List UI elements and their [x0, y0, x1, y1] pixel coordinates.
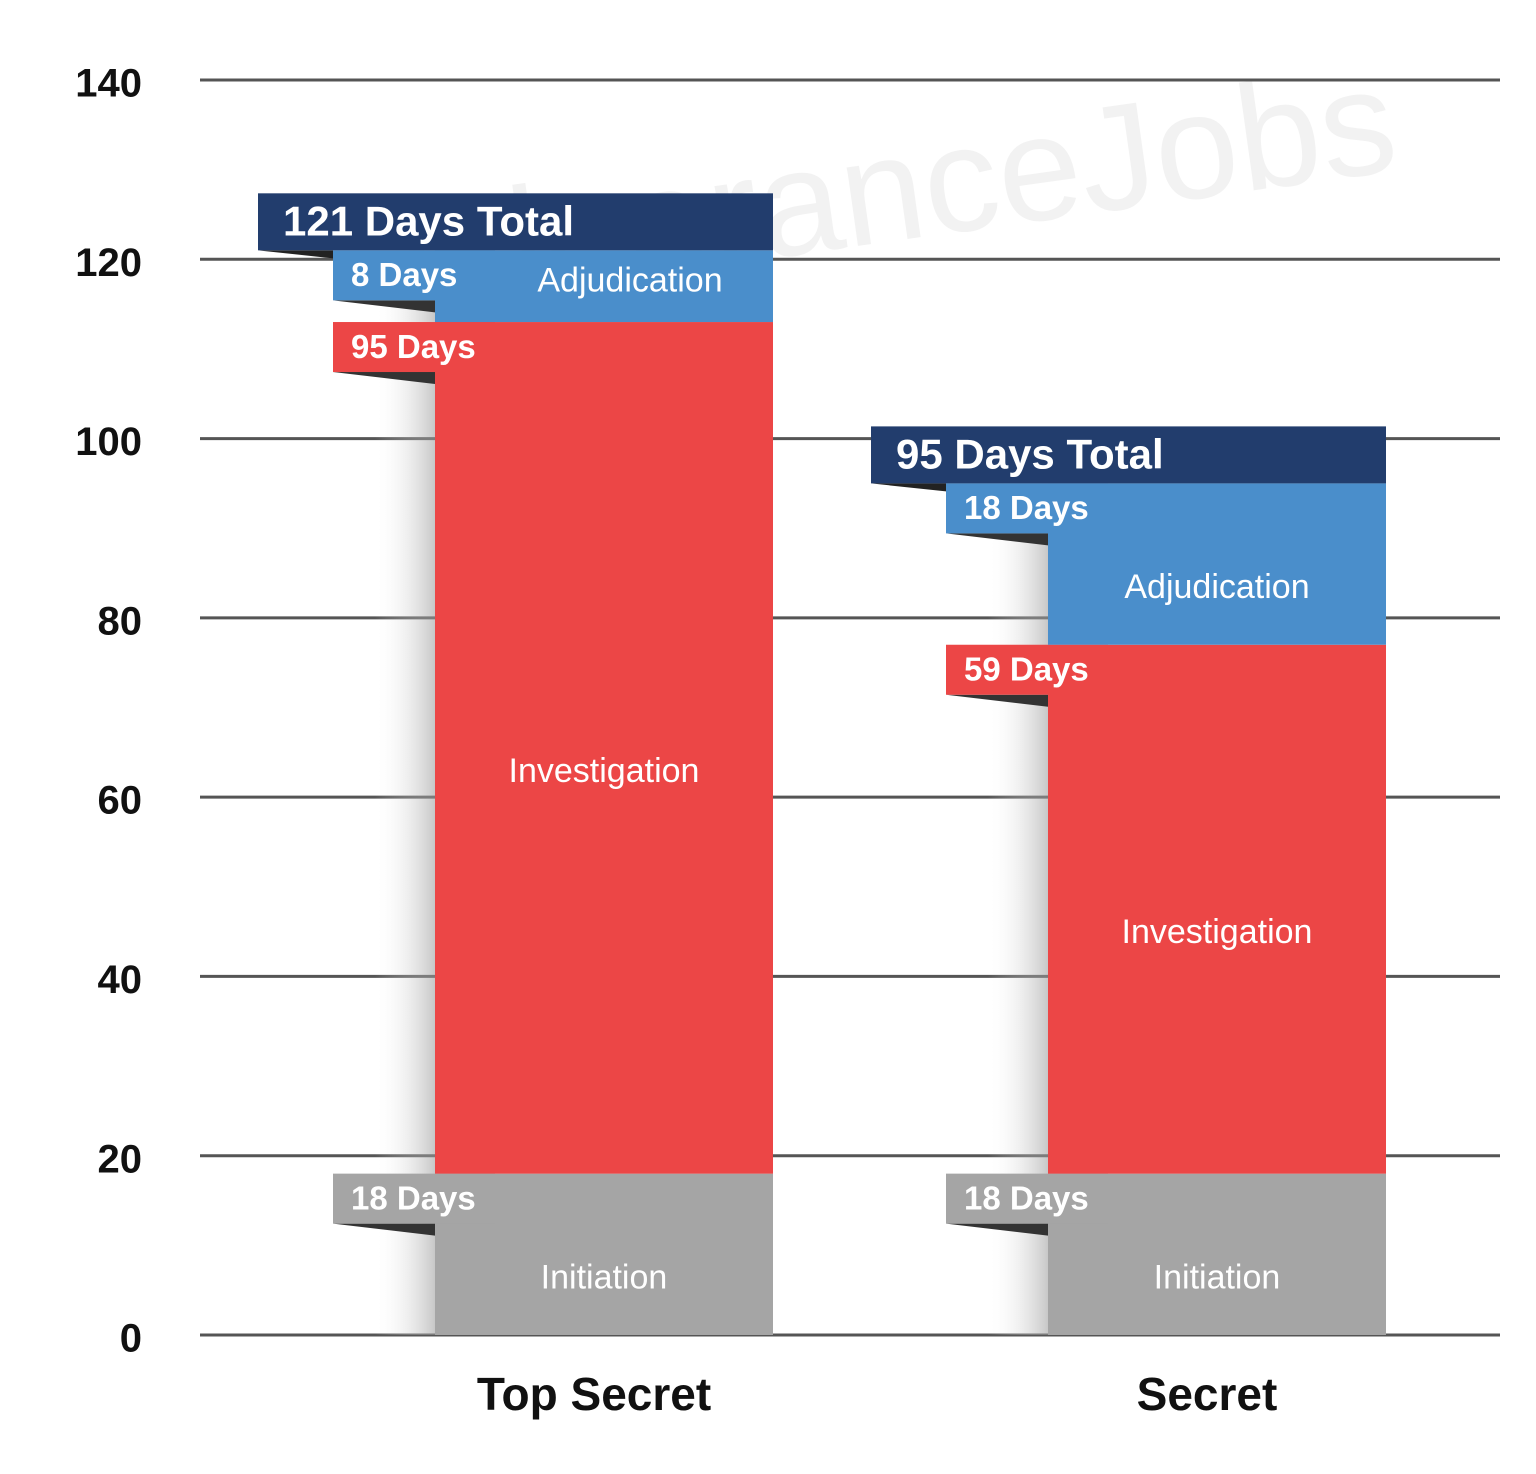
total-fold — [871, 483, 946, 492]
data-label: 95 Days — [351, 328, 476, 365]
tab — [946, 644, 1108, 695]
tab-fold — [333, 1223, 435, 1236]
x-tick-label: Secret — [1137, 1368, 1278, 1420]
y-tick-label: 100 — [75, 420, 142, 464]
bar-shadow — [375, 250, 435, 1336]
tab-fold — [946, 533, 1048, 546]
total-banner — [258, 193, 773, 251]
data-label: 18 Days — [964, 489, 1089, 526]
tab-fold — [333, 372, 435, 385]
segment-name: Initiation — [541, 1258, 668, 1296]
segment-name: Investigation — [1122, 913, 1313, 951]
tab-fold — [333, 300, 435, 313]
tab-fold — [946, 1223, 1048, 1236]
total-label: 121 Days Total — [283, 197, 574, 244]
data-label: 18 Days — [351, 1179, 476, 1216]
segment-name: Adjudication — [1124, 568, 1309, 606]
y-tick-label: 140 — [75, 62, 142, 106]
total-label: 95 Days Total — [896, 430, 1164, 477]
y-tick-label: 80 — [98, 599, 143, 643]
tab — [333, 1173, 495, 1224]
tab — [333, 322, 495, 373]
y-tick-label: 0 — [120, 1317, 142, 1361]
total-fold — [258, 250, 333, 259]
data-label: 59 Days — [964, 650, 1089, 687]
y-tick-label: 40 — [98, 958, 143, 1002]
tab — [333, 250, 495, 301]
segment-name: Initiation — [1154, 1258, 1281, 1296]
tab — [946, 1173, 1108, 1224]
bar-segment — [1048, 644, 1386, 1174]
data-label: 8 Days — [351, 256, 457, 293]
bar-segment — [435, 322, 773, 1174]
tab — [946, 483, 1108, 534]
data-label: 18 Days — [964, 1179, 1089, 1216]
segment-name: Adjudication — [537, 261, 722, 299]
segment-name: Investigation — [509, 752, 700, 790]
total-banner — [871, 426, 1386, 484]
tab-fold — [946, 694, 1048, 707]
x-tick-label: Top Secret — [477, 1368, 711, 1420]
y-tick-label: 60 — [98, 779, 143, 823]
y-tick-label: 120 — [75, 241, 142, 285]
y-tick-label: 20 — [98, 1137, 143, 1181]
